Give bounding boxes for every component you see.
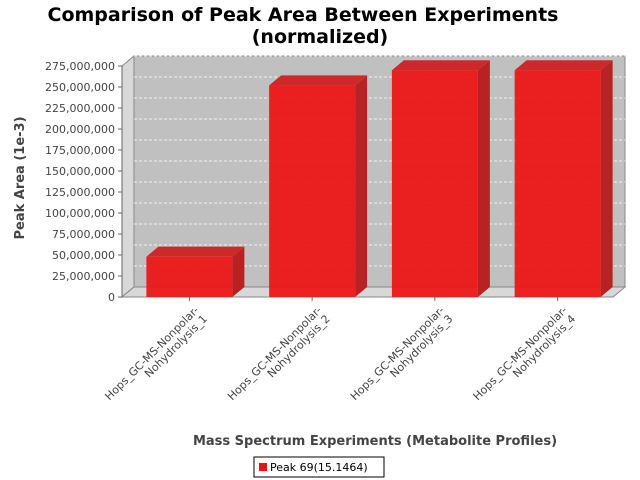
bar xyxy=(514,60,613,298)
y-tick-label: 75,000,000 xyxy=(52,228,115,241)
y-tick-label: 200,000,000 xyxy=(45,123,115,136)
bar-side xyxy=(232,246,245,297)
x-tick-label-line: Hops_GC-MS-Nonpolar- xyxy=(348,304,447,403)
x-axis-label: Mass Spectrum Experiments (Metabolite Pr… xyxy=(193,434,557,449)
x-tick-label-line: Hops_GC-MS-Nonpolar- xyxy=(102,304,201,403)
bar-front xyxy=(269,85,356,297)
y-tick-label: 175,000,000 xyxy=(45,144,115,157)
bar-front xyxy=(391,70,478,297)
legend-swatch xyxy=(259,463,267,471)
legend-entry-label: Peak 69(15.1464) xyxy=(270,461,368,474)
y-tick-label: 225,000,000 xyxy=(45,102,115,115)
x-tick-label-line: Hops_GC-MS-Nonpolar- xyxy=(225,304,324,403)
plot-left-wall xyxy=(121,54,135,299)
y-tick-label: 275,000,000 xyxy=(45,60,115,73)
y-tick-label: 0 xyxy=(108,291,115,304)
bar xyxy=(269,75,368,297)
bar xyxy=(391,60,490,298)
bar-side xyxy=(600,60,613,298)
bar-top xyxy=(146,246,245,257)
gridlines xyxy=(134,55,625,267)
bar xyxy=(146,246,245,297)
x-tick-label-line: Hops_GC-MS-Nonpolar- xyxy=(471,304,570,403)
x-tick-label: Hops_GC-MS-Nonpolar-Nohydrolysis_3 xyxy=(348,304,456,403)
y-tick-label: 50,000,000 xyxy=(52,249,115,262)
bars xyxy=(146,60,613,298)
y-tick-label: 100,000,000 xyxy=(45,207,115,220)
x-ticks: Hops_GC-MS-Nonpolar-Nohydrolysis_1 Hops_G… xyxy=(102,297,579,403)
y-tick-label: 25,000,000 xyxy=(52,270,115,283)
y-tick-label: 150,000,000 xyxy=(45,165,115,178)
bar-front xyxy=(146,256,233,297)
y-tick-label: 125,000,000 xyxy=(45,186,115,199)
x-tick-label: Hops_GC-MS-Nonpolar-Nohydrolysis_4 xyxy=(471,304,579,403)
chart-title-line2: (normalized) xyxy=(252,26,389,48)
bar-top xyxy=(269,75,368,86)
x-tick-label: Hops_GC-MS-Nonpolar-Nohydrolysis_1 xyxy=(102,304,210,403)
legend-box xyxy=(253,456,385,478)
bar-side xyxy=(355,75,368,297)
x-tick-label: Hops_GC-MS-Nonpolar-Nohydrolysis_2 xyxy=(225,304,333,403)
bar-side xyxy=(477,60,490,298)
bar-top xyxy=(391,60,490,71)
y-ticks: 0 25,000,000 50,000,000 75,000,000 100,000,0… xyxy=(45,60,122,304)
chart-title-line1: Comparison of Peak Area Between Experime… xyxy=(48,4,559,26)
y-axis-label: Peak Area (1e-3) xyxy=(13,116,28,239)
bar-top xyxy=(514,60,613,71)
bar-front xyxy=(514,70,601,297)
legend: Peak 69(15.1464) xyxy=(253,456,385,478)
y-tick-label: 250,000,000 xyxy=(45,81,115,94)
